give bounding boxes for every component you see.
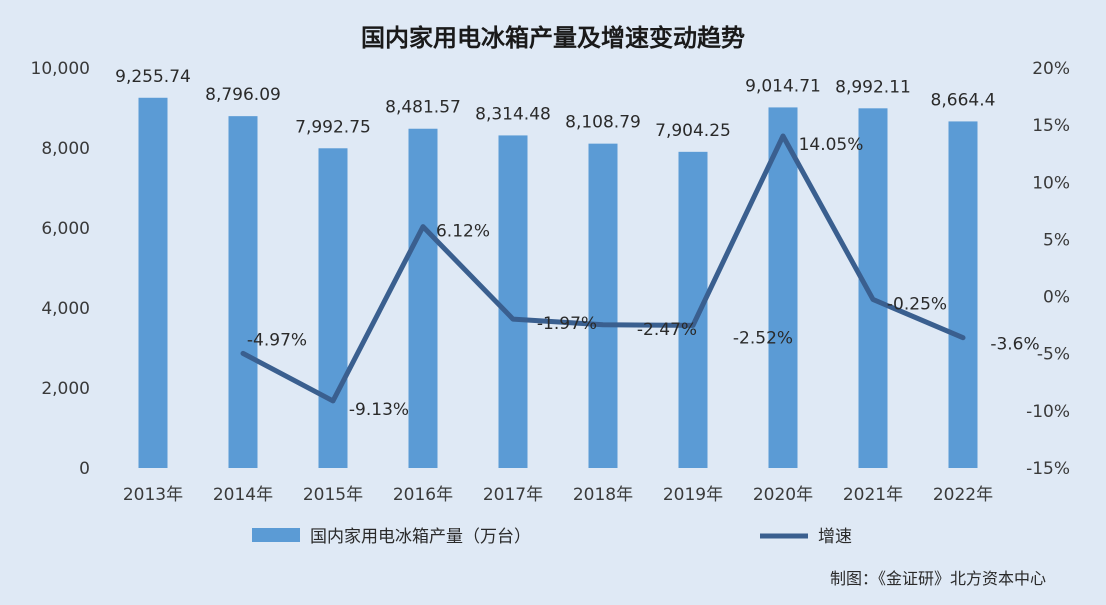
x-tick-label: 2016年 — [393, 485, 453, 505]
bar-data-label: 8,314.48 — [475, 104, 551, 124]
x-tick-label: 2020年 — [753, 485, 813, 505]
bar-series — [138, 97, 978, 469]
y-left-tick-label: 6,000 — [41, 219, 90, 239]
y-left-tick-label: 10,000 — [31, 59, 90, 79]
bar — [678, 151, 708, 468]
bar — [138, 97, 168, 469]
bar-data-label: 8,796.09 — [205, 85, 281, 105]
chart-title: 国内家用电冰箱产量及增速变动趋势 — [361, 24, 745, 52]
x-tick-label: 2017年 — [483, 485, 543, 505]
legend-bar-label: 国内家用电冰箱产量（万台） — [310, 527, 531, 547]
x-tick-label: 2013年 — [123, 485, 183, 505]
y-right-tick-label: -10% — [1026, 402, 1070, 422]
y-right-tick-label: 5% — [1043, 230, 1070, 250]
x-axis: 2013年 2014年 2015年 2016年 2017年 2018年 2019年 2020年… — [123, 485, 993, 505]
y-right-tick-label: 0% — [1043, 288, 1070, 308]
y-right-tick-label: 15% — [1032, 116, 1070, 136]
x-tick-label: 2015年 — [303, 485, 363, 505]
bar-data-label: 8,108.79 — [565, 113, 641, 133]
y-left-tick-label: 4,000 — [41, 299, 90, 319]
x-tick-label: 2019年 — [663, 485, 723, 505]
y-left-tick-label: 0 — [79, 459, 90, 479]
line-data-label: -1.97% — [537, 314, 597, 334]
bar — [408, 128, 438, 469]
bar — [858, 108, 888, 468]
line-data-label: -9.13% — [349, 400, 409, 420]
legend-line-label: 增速 — [818, 527, 852, 547]
bar — [768, 107, 798, 469]
bar-data-label: 8,481.57 — [385, 98, 461, 118]
y-right-tick-label: -5% — [1037, 345, 1070, 365]
y-right-tick-label: 10% — [1032, 173, 1070, 193]
bar — [948, 121, 978, 468]
bar-data-label: 8,992.11 — [835, 77, 911, 97]
bar-data-label: 7,992.75 — [295, 117, 371, 137]
bar — [318, 148, 348, 469]
bar-data-label: 9,014.71 — [745, 76, 821, 96]
y-left-axis: 0 2,000 4,000 6,000 8,000 10,000 — [31, 59, 90, 479]
x-tick-label: 2021年 — [843, 485, 903, 505]
legend-bar-swatch — [252, 528, 300, 542]
line-data-label: -0.25% — [887, 294, 947, 314]
legend: 国内家用电冰箱产量（万台） 增速 — [252, 527, 852, 547]
bar-data-label: 7,904.25 — [655, 121, 731, 141]
line-data-label: 14.05% — [799, 135, 864, 155]
bar — [588, 143, 618, 468]
line-data-labels: -4.97% -9.13% 6.12% -1.97% -2.47% -2.52% 14.05… — [247, 135, 1040, 420]
bar — [228, 116, 258, 468]
x-tick-label: 2018年 — [573, 485, 633, 505]
line-data-label: -3.6% — [990, 335, 1039, 355]
y-right-axis: -15% -10% -5% 0% 5% 10% 15% 20% — [1026, 59, 1070, 479]
growth-line — [240, 133, 966, 404]
x-tick-label: 2022年 — [933, 485, 993, 505]
line-data-label: -2.47% — [637, 320, 697, 340]
y-right-tick-label: 20% — [1032, 59, 1070, 79]
bar-data-labels: 9,255.74 8,796.09 7,992.75 8,481.57 8,314.48… — [115, 67, 995, 141]
bar — [498, 135, 528, 468]
y-left-tick-label: 8,000 — [41, 139, 90, 159]
bar-data-label: 9,255.74 — [115, 67, 191, 87]
y-right-tick-label: -15% — [1026, 459, 1070, 479]
x-tick-label: 2014年 — [213, 485, 273, 505]
line-data-label: 6.12% — [436, 222, 490, 242]
y-left-tick-label: 2,000 — [41, 379, 90, 399]
line-data-label: -4.97% — [247, 330, 307, 350]
bar-data-label: 8,664.4 — [931, 90, 996, 110]
source-note: 制图：《金证研》北方资本中心 — [830, 569, 1046, 588]
line-data-label: -2.52% — [733, 328, 793, 348]
